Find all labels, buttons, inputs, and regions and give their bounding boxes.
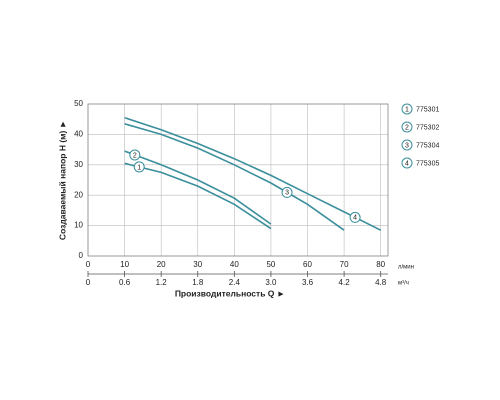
- x-tick-label: 50: [266, 260, 275, 269]
- legend-circle: [401, 121, 413, 133]
- x-tick-label: 0: [86, 260, 91, 269]
- series-line: [124, 150, 272, 225]
- legend-label: 775305: [416, 160, 439, 167]
- x-tick-label: 10: [120, 260, 129, 269]
- x2-tick-label: 1.8: [192, 278, 204, 287]
- x2-tick-label: 2.4: [229, 278, 241, 287]
- x-tick-label: 80: [376, 260, 385, 269]
- legend-number: 2: [405, 124, 409, 131]
- y-tick-label: 10: [74, 221, 83, 230]
- x-unit: л/мин: [398, 265, 414, 271]
- curve-label: 1: [137, 164, 141, 171]
- x-axis-title: Производительность Q ►: [175, 288, 285, 298]
- legend-number: 3: [405, 142, 409, 149]
- x2-tick-label: 4.8: [375, 278, 387, 287]
- plot-frame: [87, 103, 389, 257]
- y-tick-label: 20: [74, 190, 83, 199]
- legend-circle: [401, 139, 413, 151]
- y-tick-label: 0: [79, 251, 84, 260]
- x-tick-label: 20: [157, 260, 166, 269]
- series-line: [124, 123, 345, 231]
- legend-label: 775301: [416, 106, 439, 113]
- x-tick-label: 70: [340, 260, 349, 269]
- x-tick-label: 60: [303, 260, 312, 269]
- curve-label-circle: [281, 186, 293, 198]
- series-line: [124, 116, 382, 231]
- series-line: [124, 162, 272, 230]
- legend-circle: [401, 103, 413, 115]
- x2-tick-label: 0.6: [119, 278, 131, 287]
- curve-label: 2: [133, 152, 137, 159]
- curve-label-circle: [349, 211, 361, 223]
- curve-label: 4: [353, 215, 357, 222]
- x2-unit: м³/ч: [398, 281, 409, 287]
- legend-number: 1: [405, 106, 409, 113]
- y-axis-title: Создаваемый напор H (м) ►: [57, 120, 67, 240]
- legend-circle: [401, 157, 413, 169]
- x2-tick-label: 1.2: [156, 278, 168, 287]
- legend-label: 775304: [416, 142, 439, 149]
- x-tick-label: 40: [230, 260, 239, 269]
- x2-tick-label: 4.2: [339, 278, 351, 287]
- curve-label-circle: [129, 149, 141, 161]
- y-tick-label: 40: [74, 130, 83, 139]
- legend-label: 775302: [416, 124, 439, 131]
- x2-tick-label: 0: [86, 278, 91, 287]
- y-tick-label: 30: [74, 160, 83, 169]
- curve-label: 3: [285, 190, 289, 197]
- x-tick-label: 30: [193, 260, 202, 269]
- legend-number: 4: [405, 160, 409, 167]
- curve-label-circle: [133, 161, 145, 173]
- x2-tick-label: 3.6: [302, 278, 314, 287]
- y-tick-label: 50: [74, 99, 83, 108]
- x2-tick-label: 3.0: [265, 278, 277, 287]
